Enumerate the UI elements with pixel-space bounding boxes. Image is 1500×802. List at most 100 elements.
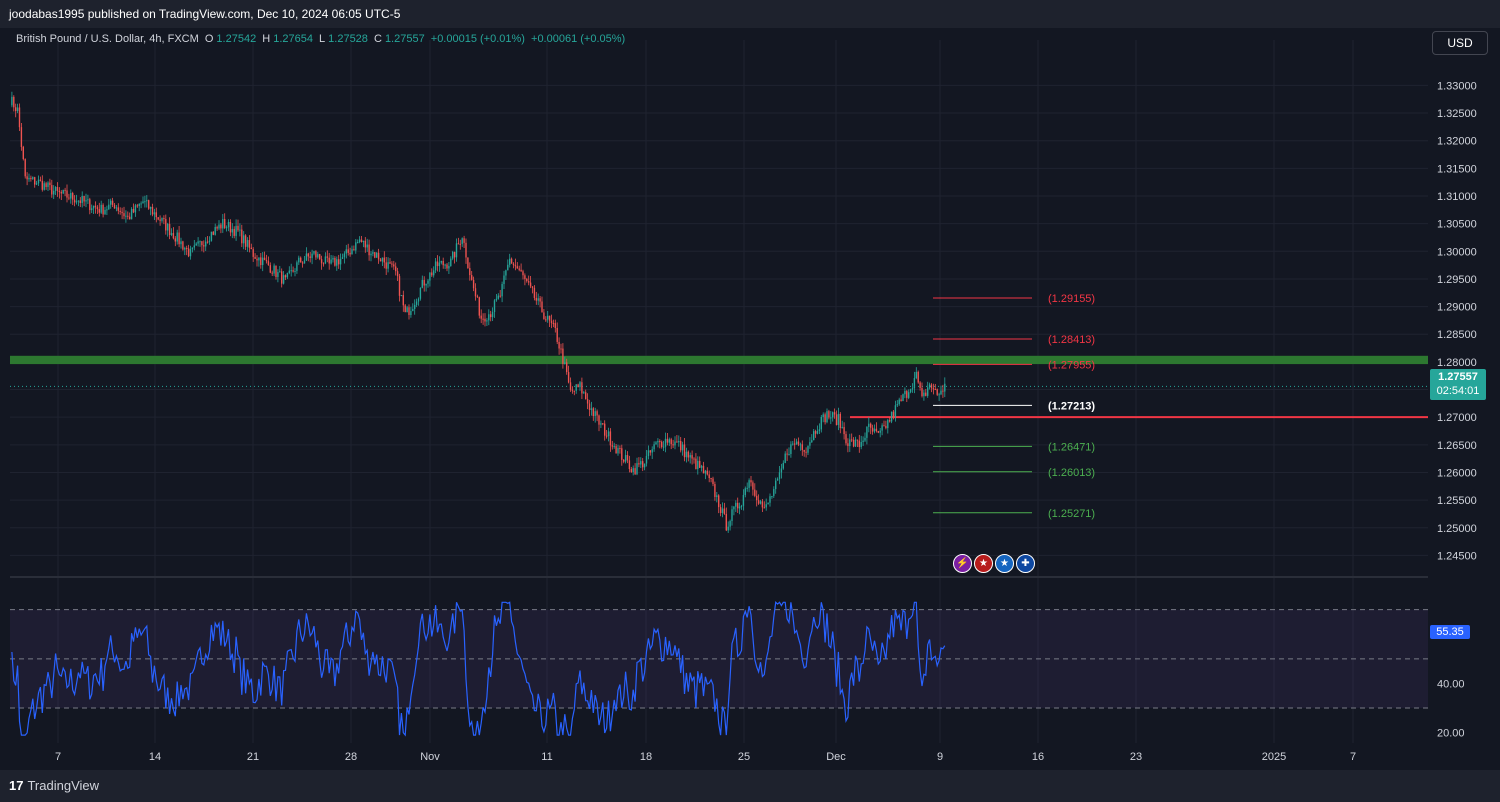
candle-body — [41, 180, 43, 190]
candle-body — [35, 183, 38, 185]
candle-body — [490, 314, 492, 318]
candle-body — [488, 314, 490, 321]
candle-body — [520, 269, 522, 272]
tradingview-logo[interactable]: 17 TradingView — [9, 778, 99, 793]
price-tick-label: 1.26500 — [1437, 440, 1477, 452]
us-flag-icon[interactable]: ★ — [974, 554, 993, 573]
price-tick-label: 1.29500 — [1437, 274, 1477, 286]
candle-body — [702, 465, 705, 474]
candle-body — [13, 96, 15, 108]
open-label: O — [204, 33, 214, 45]
candle-body — [81, 195, 83, 203]
candle-body — [687, 451, 689, 458]
candle-body — [923, 392, 925, 397]
candle-body — [343, 253, 346, 258]
candle-body — [894, 405, 897, 417]
price-tick-label: 1.29000 — [1437, 302, 1477, 314]
candle-body — [241, 229, 243, 244]
candle-body — [32, 177, 34, 179]
uk-flag-icon[interactable]: ✚ — [1016, 554, 1035, 573]
candle-body — [837, 413, 840, 425]
candle-body — [586, 399, 589, 404]
candle-body — [887, 420, 889, 429]
candle-body — [630, 469, 632, 473]
candle-body — [338, 259, 340, 265]
level-label: (1.25271) — [1048, 508, 1095, 520]
low-value: 1.27528 — [328, 33, 368, 45]
currency-button[interactable]: USD — [1432, 31, 1488, 55]
candle-body — [756, 495, 758, 501]
high-label: H — [262, 33, 271, 45]
candle-body — [227, 221, 230, 228]
candle-body — [634, 468, 636, 475]
us-flag-icon[interactable]: ★ — [995, 554, 1014, 573]
candle-body — [463, 238, 465, 243]
candle-body — [486, 320, 488, 322]
candle-body — [860, 442, 862, 448]
candle-body — [841, 427, 843, 429]
candle-body — [94, 205, 97, 208]
candle-body — [389, 262, 391, 264]
candle-body — [514, 265, 517, 267]
candle-body — [624, 455, 627, 462]
candle-body — [839, 413, 841, 428]
candle-body — [457, 243, 460, 245]
candle-body — [362, 240, 365, 242]
candle-body — [852, 439, 855, 447]
candle-body — [896, 404, 898, 406]
candle-body — [873, 428, 876, 432]
candle-body — [636, 463, 638, 475]
level-lines: (1.29155) (1.28413) (1.27955) (1.27213) (1.2… — [933, 293, 1095, 520]
lightning-icon[interactable]: ⚡ — [953, 554, 972, 573]
candle-body — [746, 487, 748, 489]
candle-body — [161, 217, 163, 221]
candle-body — [393, 264, 395, 267]
candle-body — [643, 463, 646, 468]
candle-body — [655, 442, 657, 445]
chart-canvas[interactable]: (1.29155) (1.28413) (1.27955) (1.27213) (1.2… — [0, 28, 1500, 770]
candle-body — [548, 315, 551, 321]
candle-body — [47, 182, 49, 187]
candle-body — [550, 320, 553, 324]
candle-body — [575, 384, 577, 391]
candle-body — [824, 414, 826, 423]
candle-body — [911, 388, 914, 390]
candle-body — [729, 520, 731, 527]
candle-body — [383, 257, 385, 263]
candle-body — [879, 430, 881, 433]
candle-body — [664, 438, 667, 447]
candle-body — [632, 468, 634, 473]
candle-body — [317, 254, 319, 258]
candle-body — [402, 295, 404, 306]
candle-body — [661, 441, 663, 447]
candle-body — [735, 502, 737, 507]
candle-body — [372, 252, 374, 254]
candle-body — [256, 258, 258, 261]
candle-body — [769, 496, 771, 503]
candle-body — [818, 429, 821, 431]
candle-body — [28, 177, 30, 180]
candle-body — [653, 444, 655, 450]
candle-body — [328, 257, 330, 264]
candle-body — [142, 201, 144, 204]
candle-body — [585, 392, 587, 400]
candle-body — [144, 201, 146, 203]
candle-body — [39, 179, 42, 181]
close-label: C — [373, 33, 382, 45]
time-tick-label: 14 — [149, 751, 161, 763]
candle-body — [657, 441, 659, 443]
candle-body — [619, 448, 621, 450]
candle-body — [476, 296, 479, 298]
candle-body — [191, 247, 194, 249]
candle-body — [309, 256, 311, 258]
candle-body — [311, 253, 313, 258]
candle-body — [651, 449, 653, 453]
level-label: (1.28413) — [1048, 334, 1095, 346]
time-tick-label: 25 — [738, 751, 750, 763]
level-label: (1.26471) — [1048, 441, 1095, 453]
candle-body — [123, 213, 125, 217]
price-tick-label: 1.30500 — [1437, 219, 1477, 231]
candle-body — [77, 200, 80, 202]
candle-body — [545, 319, 547, 321]
candle-body — [366, 244, 368, 248]
